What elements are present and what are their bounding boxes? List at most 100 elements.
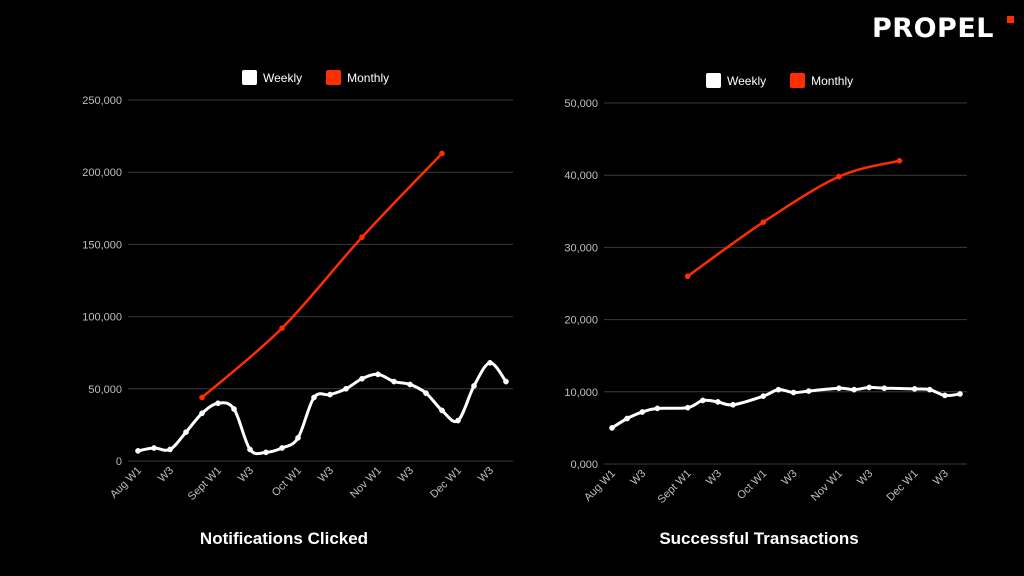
x-tick-label: Aug W1	[582, 468, 618, 504]
x-tick-label: W3	[156, 465, 176, 485]
data-point-weekly	[805, 388, 812, 394]
data-point-weekly	[851, 386, 857, 393]
x-tick-label: Sept W1	[186, 465, 224, 503]
data-point-weekly	[684, 404, 691, 411]
x-tick-label: Oct W1	[270, 465, 304, 499]
x-tick-label: W3	[476, 465, 496, 485]
legend-swatch-weekly	[242, 70, 257, 85]
data-point-monthly	[279, 325, 285, 332]
data-point-weekly	[439, 407, 445, 414]
data-point-weekly	[654, 405, 661, 412]
y-tick-label: 250,000	[82, 95, 122, 107]
legend-label-monthly: Monthly	[347, 70, 390, 85]
y-tick-label: 0	[116, 456, 122, 468]
data-point-weekly	[699, 397, 706, 404]
y-tick-label: 50,000	[88, 384, 122, 396]
propel-logo: PROPEL	[872, 12, 1014, 46]
data-point-monthly	[684, 273, 691, 280]
x-tick-label: Nov W1	[809, 468, 845, 504]
legend-swatch-monthly	[790, 73, 806, 88]
data-point-weekly	[247, 446, 253, 453]
data-point-weekly	[375, 371, 381, 378]
data-point-weekly	[760, 393, 767, 399]
data-point-weekly	[471, 383, 477, 389]
data-point-weekly	[926, 386, 933, 393]
data-point-weekly	[911, 386, 918, 392]
x-tick-label: Dec W1	[428, 465, 464, 501]
chart1-title: Notifications Clicked	[199, 529, 369, 548]
data-point-weekly	[391, 378, 397, 385]
data-point-weekly	[407, 381, 413, 388]
data-point-monthly	[359, 234, 365, 241]
data-point-weekly	[167, 446, 173, 453]
data-point-weekly	[359, 375, 365, 382]
data-point-weekly	[775, 386, 782, 393]
x-tick-label: Oct W1	[735, 468, 769, 502]
data-point-weekly	[790, 389, 797, 396]
data-point-monthly	[896, 157, 903, 164]
y-tick-label: 20,000	[564, 315, 598, 327]
chart2-title: Successful Transactions	[659, 529, 859, 548]
y-tick-label: 40,000	[564, 170, 598, 182]
legend-label-monthly: Monthly	[811, 73, 854, 88]
logo-accent-square	[1007, 16, 1014, 23]
data-point-monthly	[760, 219, 767, 225]
data-point-weekly	[231, 406, 237, 412]
data-point-weekly	[183, 429, 189, 435]
y-tick-label: 0,000	[570, 459, 598, 471]
y-tick-label: 30,000	[564, 242, 598, 254]
legend-label-weekly: Weekly	[727, 73, 767, 88]
chart2-legend: Weekly Monthly	[706, 73, 871, 88]
series-line-monthly	[686, 159, 901, 278]
y-tick-label: 150,000	[82, 239, 122, 251]
data-point-weekly	[327, 391, 333, 398]
data-point-weekly	[942, 392, 948, 399]
x-tick-label: W3	[931, 468, 951, 488]
legend-item-weekly: Weekly	[706, 73, 766, 88]
data-point-weekly	[279, 445, 285, 451]
data-point-weekly	[135, 448, 141, 454]
x-tick-label: W3	[628, 468, 648, 488]
data-point-weekly	[715, 399, 721, 405]
chart1-legend: Weekly Monthly	[242, 70, 407, 85]
data-point-weekly	[957, 391, 963, 397]
data-point-weekly	[455, 417, 461, 424]
data-point-monthly	[836, 173, 842, 180]
data-point-weekly	[730, 401, 736, 408]
data-point-monthly	[199, 394, 205, 401]
data-point-weekly	[199, 410, 205, 417]
logo-text: PROPEL	[872, 13, 994, 44]
data-point-weekly	[151, 445, 157, 451]
x-tick-label: W3	[855, 468, 875, 488]
y-tick-label: 200,000	[82, 167, 122, 179]
data-point-monthly	[439, 150, 445, 157]
data-point-weekly	[836, 385, 842, 392]
x-tick-label: W3	[704, 468, 724, 488]
data-point-weekly	[609, 425, 615, 431]
y-tick-label: 10,000	[564, 387, 598, 399]
x-tick-label: W3	[236, 465, 256, 485]
x-tick-label: Aug W1	[108, 465, 144, 501]
x-tick-label: Nov W1	[348, 465, 384, 501]
x-tick-label: W3	[396, 465, 416, 485]
data-point-weekly	[624, 415, 630, 422]
data-point-weekly	[295, 435, 301, 441]
legend-item-weekly: Weekly	[242, 70, 302, 85]
series-line-weekly	[610, 385, 962, 430]
data-point-weekly	[503, 378, 509, 385]
legend-swatch-monthly	[326, 70, 342, 85]
data-point-weekly	[487, 359, 493, 366]
y-tick-label: 100,000	[82, 312, 122, 324]
data-point-weekly	[343, 385, 349, 392]
legend-item-monthly: Monthly	[326, 70, 389, 85]
legend-item-monthly: Monthly	[790, 73, 853, 88]
legend-swatch-weekly	[706, 73, 721, 88]
series-line-weekly	[136, 361, 508, 456]
data-point-weekly	[639, 409, 646, 415]
data-point-weekly	[311, 394, 317, 401]
x-tick-label: W3	[316, 465, 336, 485]
series-line-monthly	[200, 152, 444, 399]
x-tick-label: Dec W1	[885, 468, 921, 504]
